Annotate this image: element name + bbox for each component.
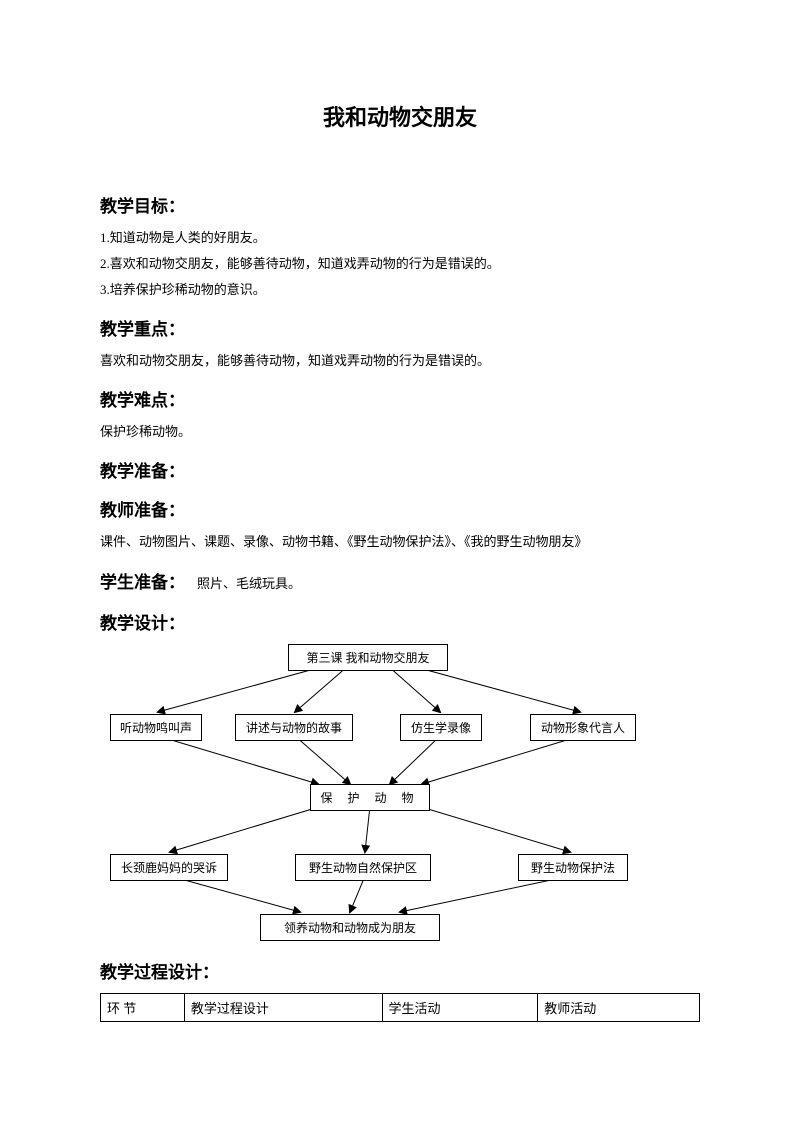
flowchart-node: 野生动物自然保护区 <box>295 854 431 881</box>
teacher-prep-heading: 教师准备： <box>100 496 700 521</box>
process-heading: 教学过程设计： <box>100 958 700 983</box>
process-table: 环 节 教学过程设计 学生活动 教师活动 <box>100 993 700 1022</box>
flowchart-node: 讲述与动物的故事 <box>235 714 353 741</box>
flowchart-node: 保 护 动 物 <box>310 784 430 811</box>
difficulty-heading: 教学难点： <box>100 386 700 411</box>
teacher-prep-text: 课件、动物图片、课题、录像、动物书籍、《野生动物保护法》、《我的野生动物朋友》 <box>100 531 700 553</box>
flowchart-node: 听动物鸣叫声 <box>110 714 202 741</box>
page-title: 我和动物交朋友 <box>100 100 700 132</box>
table-header: 学生活动 <box>382 993 538 1021</box>
focus-text: 喜欢和动物交朋友，能够善待动物，知道戏弄动物的行为是错误的。 <box>100 350 700 372</box>
goal-item: 3.培养保护珍稀动物的意识。 <box>100 279 700 301</box>
flowchart-node: 仿生学录像 <box>400 714 482 741</box>
table-header: 教师活动 <box>538 993 700 1021</box>
table-row: 环 节 教学过程设计 学生活动 教师活动 <box>101 993 700 1021</box>
goals-heading: 教学目标： <box>100 192 700 217</box>
flowchart-node: 野生动物保护法 <box>518 854 628 881</box>
design-heading: 教学设计： <box>100 609 700 634</box>
flowchart-node: 领养动物和动物成为朋友 <box>260 914 440 941</box>
goal-item: 1.知道动物是人类的好朋友。 <box>100 227 700 249</box>
student-prep-text: 照片、毛绒玩具。 <box>197 576 301 591</box>
flowchart-node: 长颈鹿妈妈的哭诉 <box>110 854 228 881</box>
table-header: 环 节 <box>101 993 185 1021</box>
difficulty-text: 保护珍稀动物。 <box>100 421 700 443</box>
prep-heading: 教学准备： <box>100 457 700 482</box>
table-header: 教学过程设计 <box>184 993 382 1021</box>
flowchart-diagram: 第三课 我和动物交朋友听动物鸣叫声 讲述与动物的故事 仿生学录像 动物形象代言人保 护… <box>100 644 700 944</box>
student-prep-heading: 学生准备： <box>100 568 185 593</box>
goal-item: 2.喜欢和动物交朋友，能够善待动物，知道戏弄动物的行为是错误的。 <box>100 253 700 275</box>
flowchart-node: 第三课 我和动物交朋友 <box>288 644 448 671</box>
flowchart-node: 动物形象代言人 <box>530 714 636 741</box>
focus-heading: 教学重点： <box>100 315 700 340</box>
